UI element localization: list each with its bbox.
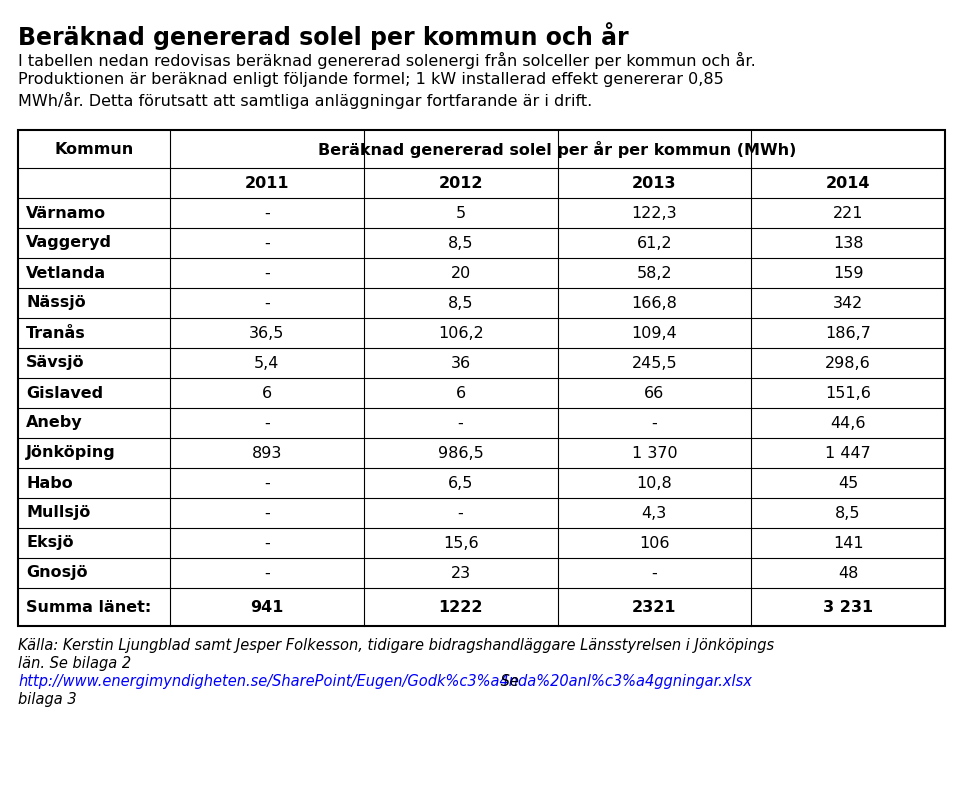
Text: 58,2: 58,2 bbox=[636, 265, 672, 280]
Text: 2013: 2013 bbox=[632, 175, 677, 191]
Bar bbox=[18, 130, 945, 626]
Text: -: - bbox=[264, 296, 270, 311]
Text: -: - bbox=[264, 505, 270, 521]
Text: 1222: 1222 bbox=[439, 599, 483, 614]
Text: 2012: 2012 bbox=[439, 175, 483, 191]
Text: 1 370: 1 370 bbox=[632, 445, 677, 461]
Text: 23: 23 bbox=[450, 566, 470, 581]
Text: 2011: 2011 bbox=[245, 175, 289, 191]
Text: 186,7: 186,7 bbox=[826, 325, 871, 340]
Text: I tabellen nedan redovisas beräknad genererad solenergi från solceller per kommu: I tabellen nedan redovisas beräknad gene… bbox=[18, 52, 756, 69]
Text: Se: Se bbox=[496, 674, 519, 689]
Text: Kommun: Kommun bbox=[55, 142, 133, 156]
Text: Eksjö: Eksjö bbox=[26, 536, 74, 550]
Text: bilaga 3: bilaga 3 bbox=[18, 692, 77, 707]
Text: -: - bbox=[264, 235, 270, 251]
Text: 10,8: 10,8 bbox=[636, 476, 672, 490]
Text: Aneby: Aneby bbox=[26, 416, 83, 430]
Text: 1 447: 1 447 bbox=[826, 445, 871, 461]
Text: 2321: 2321 bbox=[632, 599, 677, 614]
Text: Källa: Kerstin Ljungblad samt Jesper Folkesson, tidigare bidragshandläggare Läns: Källa: Kerstin Ljungblad samt Jesper Fol… bbox=[18, 638, 774, 653]
Text: 44,6: 44,6 bbox=[830, 416, 866, 430]
Text: 36: 36 bbox=[450, 356, 470, 371]
Text: 342: 342 bbox=[833, 296, 863, 311]
Text: 106: 106 bbox=[639, 536, 670, 550]
Text: -: - bbox=[264, 536, 270, 550]
Text: 151,6: 151,6 bbox=[826, 385, 871, 400]
Text: Beräknad genererad solel per kommun och år: Beräknad genererad solel per kommun och … bbox=[18, 22, 629, 50]
Text: MWh/år. Detta förutsatt att samtliga anläggningar fortfarande är i drift.: MWh/år. Detta förutsatt att samtliga anl… bbox=[18, 92, 592, 109]
Text: Tranås: Tranås bbox=[26, 325, 85, 340]
Text: Habo: Habo bbox=[26, 476, 73, 490]
Text: -: - bbox=[264, 566, 270, 581]
Text: 8,5: 8,5 bbox=[448, 296, 473, 311]
Text: 986,5: 986,5 bbox=[438, 445, 484, 461]
Text: 6: 6 bbox=[456, 385, 466, 400]
Text: län. Se bilaga 2: län. Se bilaga 2 bbox=[18, 656, 132, 671]
Text: 5,4: 5,4 bbox=[254, 356, 279, 371]
Text: 166,8: 166,8 bbox=[632, 296, 678, 311]
Text: 36,5: 36,5 bbox=[250, 325, 284, 340]
Text: -: - bbox=[264, 265, 270, 280]
Text: Produktionen är beräknad enligt följande formel; 1 kW installerad effekt generer: Produktionen är beräknad enligt följande… bbox=[18, 72, 724, 87]
Text: Sävsjö: Sävsjö bbox=[26, 356, 84, 371]
Text: Nässjö: Nässjö bbox=[26, 296, 85, 311]
Text: Gnosjö: Gnosjö bbox=[26, 566, 87, 581]
Text: 221: 221 bbox=[833, 206, 863, 220]
Text: 8,5: 8,5 bbox=[835, 505, 861, 521]
Text: 6: 6 bbox=[262, 385, 272, 400]
Text: -: - bbox=[458, 416, 464, 430]
Text: 3 231: 3 231 bbox=[823, 599, 874, 614]
Text: 8,5: 8,5 bbox=[448, 235, 473, 251]
Text: 893: 893 bbox=[252, 445, 282, 461]
Text: http://www.energimyndigheten.se/SharePoint/Eugen/Godk%c3%a4nda%20anl%c3%a4ggning: http://www.energimyndigheten.se/SharePoi… bbox=[18, 674, 752, 689]
Text: -: - bbox=[264, 476, 270, 490]
Text: 61,2: 61,2 bbox=[636, 235, 672, 251]
Text: 109,4: 109,4 bbox=[632, 325, 677, 340]
Text: Gislaved: Gislaved bbox=[26, 385, 103, 400]
Text: Mullsjö: Mullsjö bbox=[26, 505, 90, 521]
Text: 941: 941 bbox=[251, 599, 283, 614]
Text: Vetlanda: Vetlanda bbox=[26, 265, 107, 280]
Text: 15,6: 15,6 bbox=[443, 536, 478, 550]
Text: 138: 138 bbox=[833, 235, 863, 251]
Text: 122,3: 122,3 bbox=[632, 206, 677, 220]
Text: -: - bbox=[458, 505, 464, 521]
Text: 2014: 2014 bbox=[826, 175, 871, 191]
Text: Värnamo: Värnamo bbox=[26, 206, 107, 220]
Text: 20: 20 bbox=[450, 265, 470, 280]
Text: 48: 48 bbox=[838, 566, 858, 581]
Text: Jönköping: Jönköping bbox=[26, 445, 116, 461]
Text: 141: 141 bbox=[833, 536, 863, 550]
Text: 66: 66 bbox=[644, 385, 664, 400]
Text: 298,6: 298,6 bbox=[826, 356, 871, 371]
Text: 6,5: 6,5 bbox=[448, 476, 473, 490]
Text: -: - bbox=[264, 206, 270, 220]
Text: Summa länet:: Summa länet: bbox=[26, 599, 152, 614]
Text: 159: 159 bbox=[833, 265, 863, 280]
Text: 45: 45 bbox=[838, 476, 858, 490]
Text: -: - bbox=[652, 566, 658, 581]
Text: 5: 5 bbox=[456, 206, 466, 220]
Text: 106,2: 106,2 bbox=[438, 325, 484, 340]
Text: Vaggeryd: Vaggeryd bbox=[26, 235, 112, 251]
Text: 245,5: 245,5 bbox=[632, 356, 677, 371]
Text: -: - bbox=[264, 416, 270, 430]
Text: -: - bbox=[652, 416, 658, 430]
Text: 4,3: 4,3 bbox=[641, 505, 667, 521]
Text: Beräknad genererad solel per år per kommun (MWh): Beräknad genererad solel per år per komm… bbox=[319, 140, 797, 158]
